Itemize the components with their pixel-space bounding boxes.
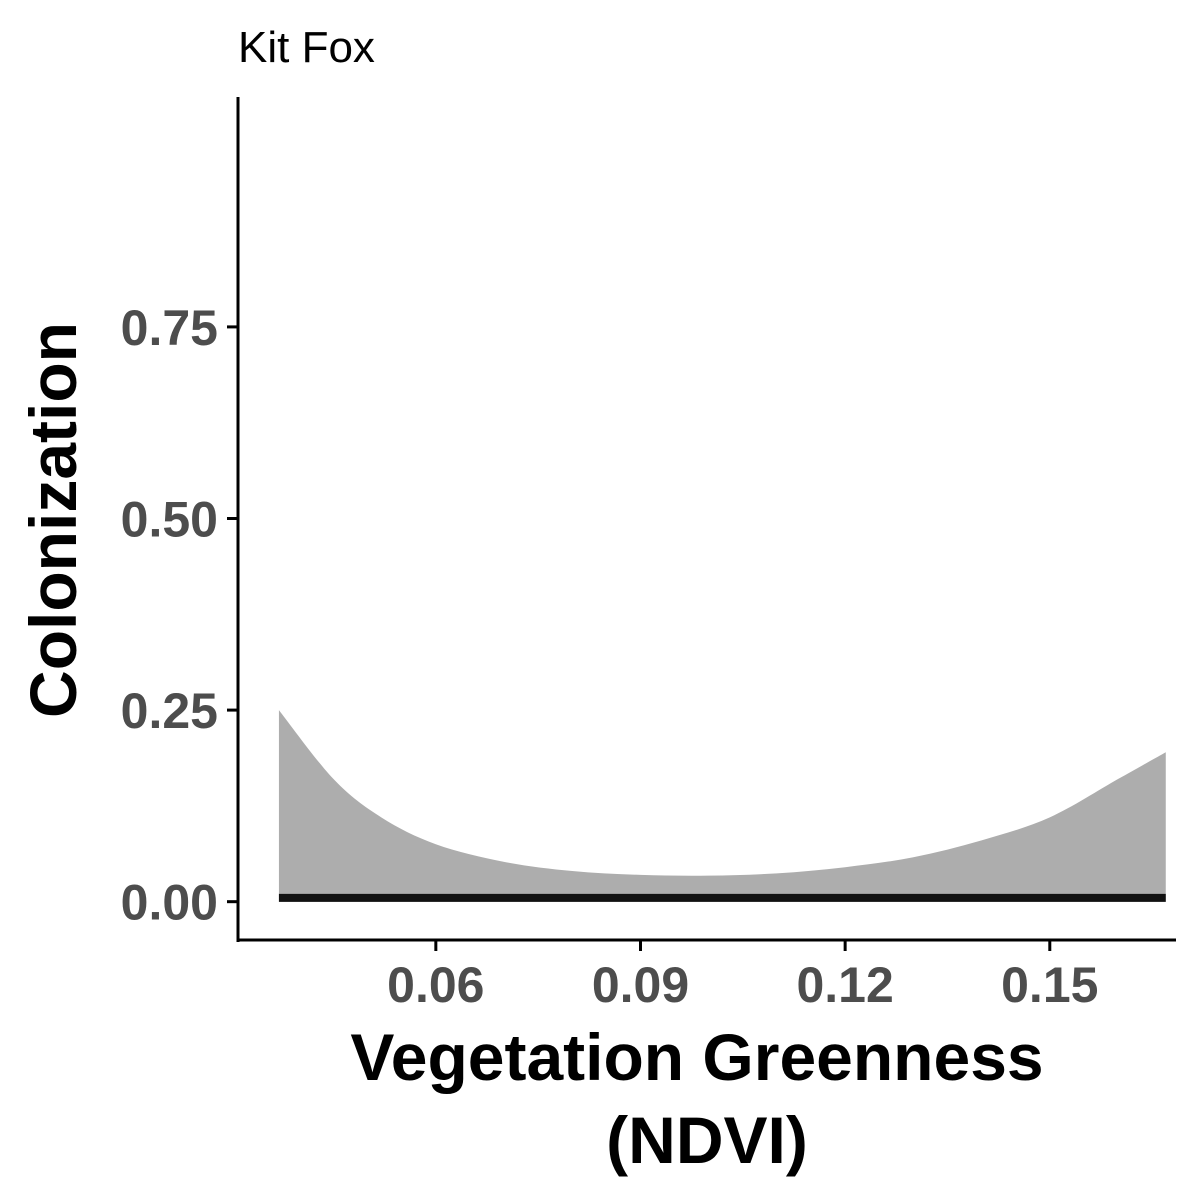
x-tick-label: 0.12 — [796, 957, 893, 1013]
chart-title: Kit Fox — [238, 23, 375, 72]
x-axis-ticks: 0.06 0.09 0.12 0.15 — [387, 940, 1098, 1013]
y-tick-label: 0.25 — [121, 683, 218, 739]
x-tick-label: 0.06 — [387, 957, 484, 1013]
y-axis-title: Colonization — [16, 322, 90, 718]
y-tick-label: 0.00 — [121, 875, 218, 931]
confidence-ribbon — [278, 710, 1166, 902]
y-axis-ticks: 0.00 0.25 0.50 0.75 — [121, 300, 238, 931]
x-axis-title-line-2: (NDVI) — [606, 1103, 808, 1177]
y-tick-label: 0.75 — [121, 300, 218, 356]
plot-area — [278, 710, 1166, 902]
x-axis-title-line-1: Vegetation Greenness — [350, 1020, 1043, 1094]
y-tick-label: 0.50 — [121, 492, 218, 548]
x-tick-label: 0.15 — [1001, 957, 1098, 1013]
x-tick-label: 0.09 — [592, 957, 689, 1013]
